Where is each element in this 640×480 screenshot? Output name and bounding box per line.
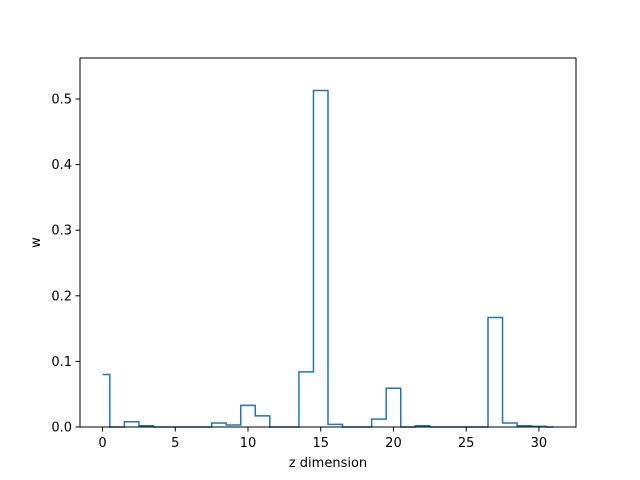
y-axis-label: w — [29, 237, 44, 248]
axes-frame — [79, 57, 577, 428]
y-tick-label: 0.2 — [51, 289, 72, 304]
x-tick-label: 25 — [458, 436, 475, 451]
x-tick-label: 20 — [385, 436, 402, 451]
y-axis: 0.0 0.1 0.2 0.3 0.4 0.5 — [51, 93, 80, 436]
x-axis: 0 5 10 15 20 25 30 — [98, 427, 547, 451]
y-tick-label: 0.5 — [51, 93, 72, 108]
x-tick-label: 10 — [240, 436, 257, 451]
series-step-line — [102, 89, 554, 428]
y-tick-label: 0.4 — [51, 158, 72, 173]
x-tick-label: 30 — [531, 436, 548, 451]
x-axis-label: z dimension — [289, 456, 367, 471]
x-tick-label: 5 — [171, 436, 179, 451]
y-tick-label: 0.3 — [51, 224, 72, 239]
plot-area — [102, 89, 554, 428]
x-tick-label: 0 — [98, 436, 106, 451]
x-tick-label: 15 — [312, 436, 329, 451]
y-tick-label: 0.1 — [51, 355, 72, 370]
y-tick-label: 0.0 — [51, 421, 72, 436]
